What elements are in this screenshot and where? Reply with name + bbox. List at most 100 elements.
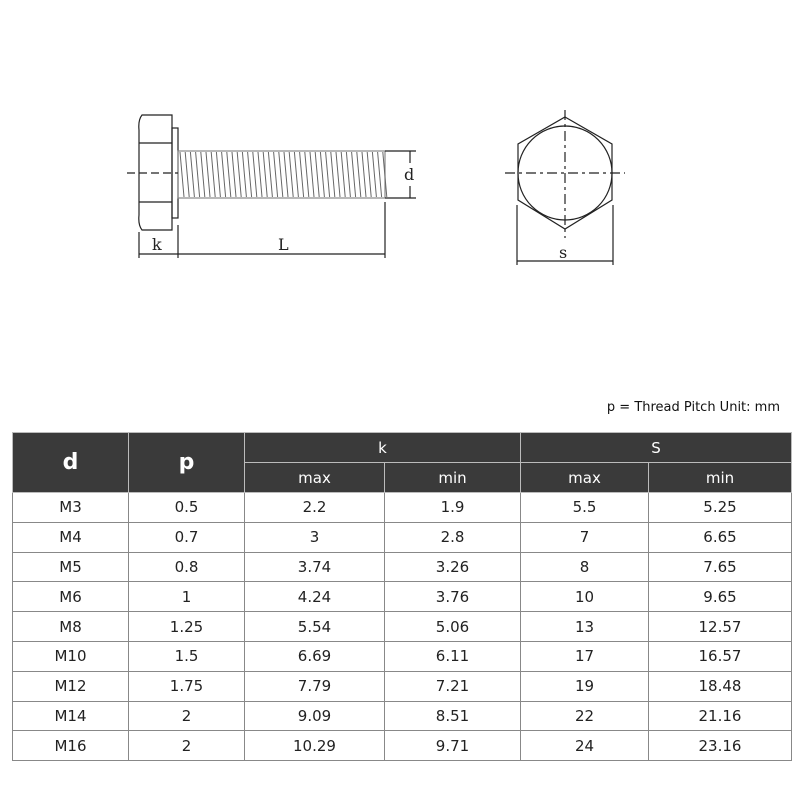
- table-row: M10 1.5 6.69 6.11 17 16.57: [12, 640, 792, 672]
- thread-line: [351, 151, 357, 198]
- table-cell: M14: [12, 700, 129, 732]
- table-cell: 10.29: [244, 730, 385, 762]
- table-cell: 7.79: [244, 670, 385, 702]
- thread-line: [314, 151, 320, 198]
- table-cell: 9.09: [244, 700, 385, 732]
- table-cell: 2: [128, 730, 245, 762]
- bolt-diagram: k L d s: [127, 110, 625, 265]
- unit-note: p = Thread Pitch Unit: mm: [606, 400, 780, 415]
- thread-line: [377, 151, 383, 198]
- thread-line: [309, 151, 315, 198]
- table-cell: 16.57: [648, 640, 792, 672]
- table-cell: 5.54: [244, 611, 385, 642]
- header-k-min: min: [384, 462, 521, 493]
- table-cell: 22: [520, 700, 649, 732]
- thread-line: [221, 151, 227, 198]
- bolt-head: [138, 114, 173, 231]
- table-cell: 0.5: [128, 492, 245, 523]
- thread-line: [231, 151, 237, 198]
- table-row: M14 2 9.09 8.51 22 21.16: [12, 700, 792, 732]
- table-cell: 17: [520, 640, 649, 672]
- header-s-min: min: [648, 462, 792, 493]
- table-cell: 19: [520, 670, 649, 702]
- thread-line: [382, 151, 388, 198]
- label-s: s: [559, 243, 567, 262]
- spec-table: d p k S max min max min M3 0.5 2.2 1.9 5.5 5.…: [12, 432, 792, 762]
- table-cell: 1: [128, 581, 245, 613]
- table-cell: 3.76: [384, 581, 521, 613]
- thread-line: [179, 151, 185, 198]
- table-cell: 7.21: [384, 670, 521, 702]
- label-d: d: [404, 165, 414, 184]
- table-cell: 21.16: [648, 700, 792, 732]
- thread-line: [366, 151, 372, 198]
- table-cell: 5.5: [520, 492, 649, 523]
- table-cell: 9.65: [648, 581, 792, 613]
- table-cell: 8.51: [384, 700, 521, 732]
- header-d: d: [12, 432, 129, 493]
- table-row: M6 1 4.24 3.76 10 9.65: [12, 581, 792, 613]
- table-cell: 0.7: [128, 521, 245, 553]
- table-cell: 4.24: [244, 581, 385, 613]
- table-cell: M4: [12, 521, 129, 553]
- thread-line: [288, 151, 294, 198]
- table-cell: M10: [12, 640, 129, 672]
- table-row: M4 0.7 3 2.8 7 6.65: [12, 521, 792, 553]
- thread-line: [267, 151, 273, 198]
- table-cell: 13: [520, 611, 649, 642]
- table-cell: 1.75: [128, 670, 245, 702]
- thread-line: [205, 151, 211, 198]
- table-row: M12 1.75 7.79 7.21 19 18.48: [12, 670, 792, 702]
- table-cell: 2.2: [244, 492, 385, 523]
- header-s-max: max: [520, 462, 649, 493]
- table-cell: M12: [12, 670, 129, 702]
- thread-line: [278, 151, 284, 198]
- table-cell: M3: [12, 492, 129, 523]
- table-cell: 1.9: [384, 492, 521, 523]
- thread-line: [319, 151, 325, 198]
- table-cell: 6.11: [384, 640, 521, 672]
- thread-line: [340, 151, 346, 198]
- thread-line: [325, 151, 331, 198]
- table-cell: 12.57: [648, 611, 792, 642]
- table-row: M8 1.25 5.54 5.06 13 12.57: [12, 611, 792, 642]
- table-cell: 8: [520, 551, 649, 583]
- table-cell: M6: [12, 581, 129, 613]
- thread-line: [262, 151, 268, 198]
- table-row: M3 0.5 2.2 1.9 5.5 5.25: [12, 492, 792, 523]
- header-p: p: [128, 432, 245, 493]
- thread-line: [210, 151, 216, 198]
- table-cell: 6.69: [244, 640, 385, 672]
- thread-line: [330, 151, 336, 198]
- table-cell: 10: [520, 581, 649, 613]
- thread-line: [189, 151, 195, 198]
- table-row: M5 0.8 3.74 3.26 8 7.65: [12, 551, 792, 583]
- thread-line: [215, 151, 221, 198]
- table-cell: 24: [520, 730, 649, 762]
- table-cell: M8: [12, 611, 129, 642]
- table-row: M16 2 10.29 9.71 24 23.16: [12, 730, 792, 762]
- thread-line: [241, 151, 247, 198]
- table-cell: 5.06: [384, 611, 521, 642]
- thread-line: [345, 151, 351, 198]
- table-cell: 23.16: [648, 730, 792, 762]
- thread-line: [299, 151, 305, 198]
- table-cell: 18.48: [648, 670, 792, 702]
- thread-line: [257, 151, 263, 198]
- thread-line: [226, 151, 232, 198]
- table-cell: 7.65: [648, 551, 792, 583]
- table-cell: 1.25: [128, 611, 245, 642]
- thread-line: [236, 151, 242, 198]
- header-s: S: [520, 432, 792, 463]
- table-cell: 7: [520, 521, 649, 553]
- table-cell: 0.8: [128, 551, 245, 583]
- table-cell: 3.26: [384, 551, 521, 583]
- thread-line: [335, 151, 341, 198]
- thread-line: [195, 151, 201, 198]
- thread-line: [356, 151, 362, 198]
- header-k: k: [244, 432, 521, 463]
- table-cell: 3.74: [244, 551, 385, 583]
- table-cell: M16: [12, 730, 129, 762]
- thread-line: [293, 151, 299, 198]
- table-cell: 9.71: [384, 730, 521, 762]
